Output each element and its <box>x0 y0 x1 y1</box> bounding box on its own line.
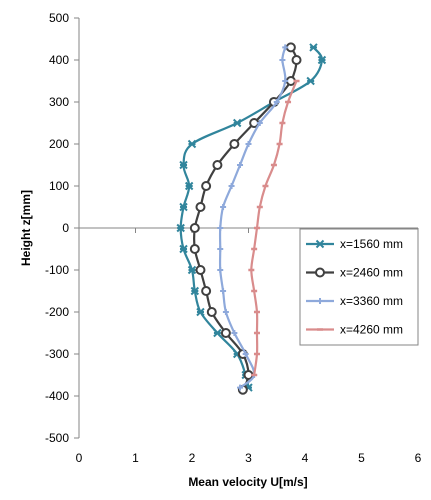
legend-item: x=3360 mm <box>306 294 403 308</box>
series-layer <box>176 42 327 395</box>
data-point <box>190 286 200 296</box>
data-point <box>179 244 188 254</box>
legend-marker <box>315 267 325 278</box>
data-point <box>187 265 197 275</box>
data-point <box>317 55 327 65</box>
legend-label: x=4260 mm <box>340 323 403 337</box>
legend-box <box>299 228 419 346</box>
legend-label: x=1560 mm <box>340 237 403 251</box>
x-tick-label: 1 <box>132 451 139 465</box>
y-tick-label: -200 <box>45 305 69 319</box>
x-tick-label: 4 <box>302 451 309 465</box>
x-tick-label: 3 <box>245 451 252 465</box>
series-3 <box>217 44 289 391</box>
data-point <box>279 57 286 63</box>
data-point <box>201 286 212 296</box>
data-point <box>256 120 263 126</box>
data-point <box>282 44 289 51</box>
data-point <box>195 265 206 275</box>
data-point <box>220 204 227 210</box>
y-tick-label: -300 <box>45 347 69 361</box>
y-tick-label: 200 <box>49 137 69 151</box>
data-point <box>217 225 224 231</box>
data-point <box>245 141 252 147</box>
data-point <box>187 139 197 149</box>
data-point <box>184 181 194 191</box>
axes: -500 -400 -300 -200 -100 0 100 200 300 400 500 0 1 2 3… <box>45 11 422 465</box>
y-tick-label: 400 <box>49 53 69 67</box>
legend-item: x=4260 mm <box>306 323 403 337</box>
data-point <box>189 223 200 233</box>
x-tick-label: 0 <box>76 451 83 465</box>
series-2 <box>189 42 302 395</box>
data-point <box>237 384 244 391</box>
data-point <box>222 309 229 315</box>
data-point <box>201 181 212 191</box>
y-tick-label: 500 <box>49 11 69 25</box>
x-tick-label: 5 <box>358 451 365 465</box>
y-tick-label: 100 <box>49 179 69 193</box>
y-tick-label: -100 <box>45 263 69 277</box>
data-point <box>309 43 318 52</box>
legend-marker <box>315 239 325 249</box>
data-point <box>231 330 238 336</box>
legend-label: x=2460 mm <box>340 266 403 280</box>
data-point <box>196 307 205 317</box>
x-tick-label: 2 <box>189 451 196 465</box>
x-tick-label: 6 <box>415 451 422 465</box>
data-point <box>242 351 249 357</box>
y-axis-label: Height z[mm] <box>19 190 33 266</box>
data-point <box>179 160 188 170</box>
data-point <box>228 183 235 189</box>
series-4 <box>248 79 300 377</box>
data-point <box>217 246 224 252</box>
data-point <box>212 160 223 170</box>
legend-item: x=2460 mm <box>306 266 403 280</box>
data-point <box>195 202 206 212</box>
data-point <box>220 288 227 294</box>
legend-item: x=1560 mm <box>306 237 403 251</box>
legend: x=1560 mm x=2460 mm x=3360 mm x=4260 mm <box>299 228 419 346</box>
legend-label: x=3360 mm <box>340 294 403 308</box>
data-point <box>291 55 302 65</box>
data-point <box>189 244 200 254</box>
data-point <box>220 328 231 338</box>
data-point <box>273 99 280 105</box>
y-tick-label: -500 <box>45 431 69 445</box>
y-tick-label: 0 <box>62 221 69 235</box>
data-point <box>217 267 224 273</box>
x-axis-label: Mean velocity U[m/s] <box>188 475 307 489</box>
data-point <box>213 328 222 338</box>
data-point <box>232 118 242 128</box>
data-point <box>206 307 217 317</box>
data-point <box>306 76 315 86</box>
data-point <box>179 202 188 212</box>
data-point <box>229 139 240 149</box>
legend-marker <box>317 298 323 304</box>
data-point <box>282 78 289 84</box>
data-point <box>176 223 185 233</box>
y-tick-label: -400 <box>45 389 69 403</box>
data-point <box>237 162 244 168</box>
y-tick-label: 300 <box>49 95 69 109</box>
